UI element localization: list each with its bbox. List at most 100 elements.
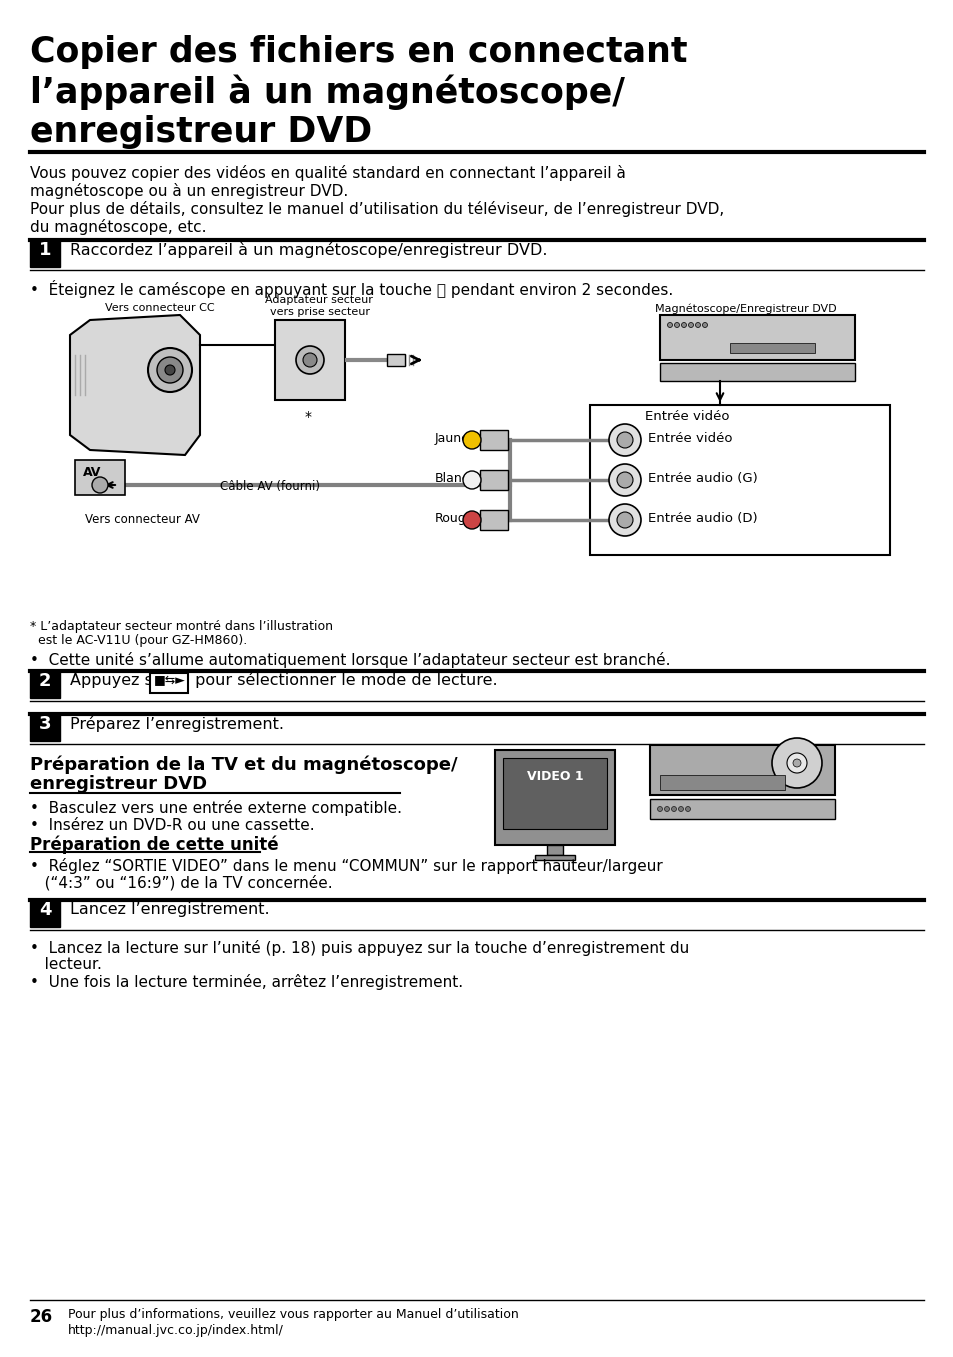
Text: magnétoscope ou à un enregistreur DVD.: magnétoscope ou à un enregistreur DVD.	[30, 183, 348, 199]
Text: l’appareil à un magnétoscope/: l’appareil à un magnétoscope/	[30, 75, 624, 110]
Circle shape	[91, 478, 108, 493]
Text: Entrée vidéo: Entrée vidéo	[644, 410, 729, 423]
Text: •  Lancez la lecture sur l’unité (p. 18) puis appuyez sur la touche d’enregistre: • Lancez la lecture sur l’unité (p. 18) …	[30, 940, 688, 955]
Circle shape	[786, 753, 806, 773]
Text: Entrée vidéo: Entrée vidéo	[647, 432, 732, 445]
Polygon shape	[70, 315, 200, 455]
Circle shape	[608, 423, 640, 456]
Bar	[30, 242, 60, 267]
Text: VIDEO 1: VIDEO 1	[526, 769, 582, 783]
Text: Préparez l’enregistrement.: Préparez l’enregistrement.	[70, 716, 284, 731]
Text: Blanc: Blanc	[435, 472, 469, 484]
Text: Jaune: Jaune	[435, 432, 470, 445]
Bar	[387, 354, 405, 366]
Bar	[659, 315, 854, 360]
Text: Préparation de cette unité: Préparation de cette unité	[30, 836, 278, 855]
Text: http://manual.jvc.co.jp/index.html/: http://manual.jvc.co.jp/index.html/	[68, 1324, 284, 1337]
Bar	[479, 430, 507, 451]
Text: •  Cette unité s’allume automatiquement lorsque l’adaptateur secteur est branché: • Cette unité s’allume automatiquement l…	[30, 651, 670, 668]
Circle shape	[792, 759, 801, 767]
Text: ■⇆►: ■⇆►	[153, 674, 186, 687]
Text: 2: 2	[39, 672, 51, 689]
Bar	[30, 715, 60, 741]
Bar	[479, 470, 507, 490]
Bar	[649, 745, 834, 795]
Text: •  Une fois la lecture terminée, arrêtez l’enregistrement.: • Une fois la lecture terminée, arrêtez …	[30, 974, 462, 991]
Text: Vers connecteur CC: Vers connecteur CC	[105, 303, 214, 313]
Text: Adaptateur secteur: Adaptateur secteur	[265, 294, 373, 305]
Circle shape	[617, 432, 633, 448]
Text: Préparation de la TV et du magnétoscope/: Préparation de la TV et du magnétoscope/	[30, 756, 457, 775]
Text: Copier des fichiers en connectant: Copier des fichiers en connectant	[30, 35, 687, 69]
Text: est le AC-V11U (pour GZ-HM860).: est le AC-V11U (pour GZ-HM860).	[30, 634, 247, 647]
Text: Magnétoscope/Enregistreur DVD: Magnétoscope/Enregistreur DVD	[655, 303, 836, 313]
Circle shape	[617, 472, 633, 489]
Circle shape	[695, 323, 700, 327]
Text: Entrée audio (G): Entrée audio (G)	[647, 472, 757, 484]
Circle shape	[462, 471, 480, 489]
Bar	[589, 404, 889, 555]
Text: *: *	[305, 410, 312, 423]
Bar	[546, 845, 562, 855]
Circle shape	[165, 365, 174, 375]
Bar	[479, 510, 507, 531]
Text: •  Réglez “SORTIE VIDEO” dans le menu “COMMUN” sur le rapport hauteur/largeur: • Réglez “SORTIE VIDEO” dans le menu “CO…	[30, 858, 662, 874]
Bar	[729, 343, 814, 353]
Text: Rouge: Rouge	[435, 512, 474, 525]
Text: 3: 3	[39, 715, 51, 733]
Text: enregistreur DVD: enregistreur DVD	[30, 775, 207, 792]
Bar	[274, 320, 345, 400]
Text: Vous pouvez copier des vidéos en qualité standard en connectant l’appareil à: Vous pouvez copier des vidéos en qualité…	[30, 166, 625, 180]
Circle shape	[680, 323, 686, 327]
Bar	[30, 901, 60, 927]
Circle shape	[671, 806, 676, 811]
Text: •  Éteignez le caméscope en appuyant sur la touche ⏻ pendant environ 2 secondes.: • Éteignez le caméscope en appuyant sur …	[30, 280, 673, 299]
Circle shape	[685, 806, 690, 811]
Circle shape	[701, 323, 707, 327]
Text: Entrée audio (D): Entrée audio (D)	[647, 512, 757, 525]
Bar	[30, 672, 60, 697]
Circle shape	[674, 323, 679, 327]
Text: Pour plus de détails, consultez le manuel d’utilisation du téléviseur, de l’enre: Pour plus de détails, consultez le manue…	[30, 201, 723, 217]
Bar	[495, 750, 615, 845]
Circle shape	[608, 464, 640, 497]
Bar	[659, 775, 784, 790]
Text: enregistreur DVD: enregistreur DVD	[30, 115, 372, 149]
Circle shape	[303, 353, 316, 366]
Circle shape	[148, 347, 192, 392]
Text: 1: 1	[39, 242, 51, 259]
Text: 26: 26	[30, 1308, 53, 1326]
Text: lecteur.: lecteur.	[30, 957, 102, 972]
Circle shape	[664, 806, 669, 811]
Text: du magnétoscope, etc.: du magnétoscope, etc.	[30, 218, 206, 235]
Circle shape	[295, 346, 324, 375]
Text: 4: 4	[39, 901, 51, 919]
Circle shape	[667, 323, 672, 327]
Bar	[75, 460, 125, 495]
Text: Câble AV (fourni): Câble AV (fourni)	[220, 480, 319, 493]
Text: Raccordez l’appareil à un magnétoscope/enregistreur DVD.: Raccordez l’appareil à un magnétoscope/e…	[70, 242, 547, 258]
Circle shape	[617, 512, 633, 528]
Circle shape	[462, 512, 480, 529]
Circle shape	[678, 806, 682, 811]
Text: •  Insérez un DVD-R ou une cassette.: • Insérez un DVD-R ou une cassette.	[30, 818, 314, 833]
Circle shape	[657, 806, 661, 811]
Text: * L’adaptateur secteur montré dans l’illustration: * L’adaptateur secteur montré dans l’ill…	[30, 620, 333, 632]
Text: AV: AV	[83, 465, 101, 479]
Circle shape	[157, 357, 183, 383]
Text: •  Basculez vers une entrée externe compatible.: • Basculez vers une entrée externe compa…	[30, 801, 401, 816]
Text: Pour plus d’informations, veuillez vous rapporter au Manuel d’utilisation: Pour plus d’informations, veuillez vous …	[68, 1308, 518, 1320]
Circle shape	[688, 323, 693, 327]
Text: Appuyez sur: Appuyez sur	[70, 673, 174, 688]
Text: vers prise secteur: vers prise secteur	[270, 307, 370, 318]
Text: Vers connecteur AV: Vers connecteur AV	[85, 513, 200, 527]
Bar	[535, 855, 575, 860]
Circle shape	[771, 738, 821, 788]
Text: (“4:3” ou “16:9”) de la TV concernée.: (“4:3” ou “16:9”) de la TV concernée.	[30, 875, 333, 890]
Text: pour sélectionner le mode de lecture.: pour sélectionner le mode de lecture.	[190, 672, 497, 688]
Circle shape	[608, 503, 640, 536]
Bar	[649, 799, 834, 820]
Bar	[502, 759, 606, 829]
Text: Lancez l’enregistrement.: Lancez l’enregistrement.	[70, 902, 270, 917]
Circle shape	[462, 432, 480, 449]
